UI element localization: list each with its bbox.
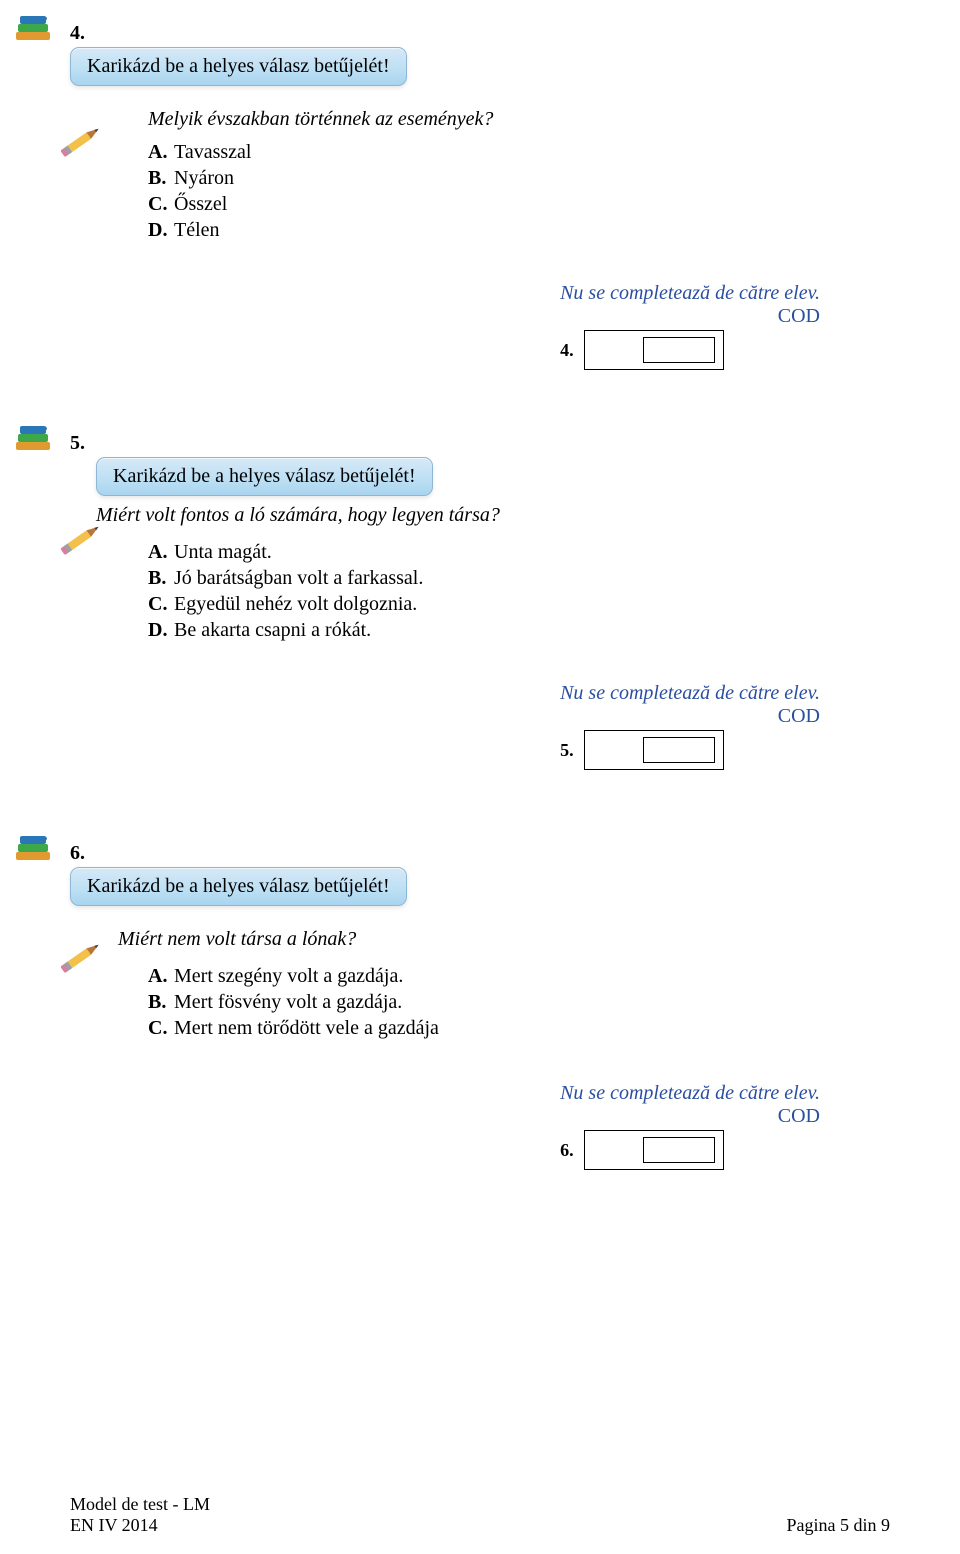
option-letter: B. <box>148 991 174 1014</box>
question-block: 4. Karikázd be a helyes válasz betűjelét… <box>70 22 890 242</box>
cod-box-outer <box>584 730 724 770</box>
cod-number: 4. <box>560 340 574 361</box>
option-text: Mert fösvény volt a gazdája. <box>174 991 402 1013</box>
option[interactable]: C.Ősszel <box>148 193 890 216</box>
option-letter: C. <box>148 593 174 616</box>
option-text: Be akarta csapni a rókát. <box>174 619 371 641</box>
pencil-icon <box>57 937 118 998</box>
option-text: Mert szegény volt a gazdája. <box>174 965 403 987</box>
option-letter: C. <box>148 193 174 216</box>
books-icon <box>10 414 58 462</box>
books-icon <box>10 4 58 52</box>
question-prompt: Miért nem volt társa a lónak? <box>118 928 890 951</box>
question-block: 5. Karikázd be a helyes válasz betűjelét… <box>70 432 890 642</box>
option[interactable]: B.Mert fösvény volt a gazdája. <box>148 991 890 1014</box>
cod-block: Nu se completează de către elev. COD 6. <box>560 1082 820 1170</box>
option-text: Nyáron <box>174 167 234 189</box>
pencil-icon <box>57 121 118 182</box>
question-prompt: Miért volt fontos a ló számára, hogy leg… <box>96 504 890 527</box>
cod-box-outer <box>584 330 724 370</box>
cod-boxes: 6. <box>560 1130 820 1170</box>
cod-note: Nu se completează de către elev. <box>560 282 820 305</box>
option[interactable]: A.Unta magát. <box>148 541 890 564</box>
cod-box-inner <box>643 1137 715 1163</box>
cod-label: COD <box>560 1105 820 1128</box>
option-text: Télen <box>174 219 220 241</box>
footer-left: Model de test - LM EN IV 2014 <box>70 1494 210 1536</box>
options-list: A.Tavasszal B.Nyáron C.Ősszel D.Télen <box>148 141 890 242</box>
footer: Model de test - LM EN IV 2014 Pagina 5 d… <box>70 1494 890 1536</box>
option[interactable]: A.Mert szegény volt a gazdája. <box>148 965 890 988</box>
option[interactable]: D.Télen <box>148 219 890 242</box>
option-text: Egyedül nehéz volt dolgoznia. <box>174 593 417 615</box>
instruction-pill: Karikázd be a helyes válasz betűjelét! <box>70 47 407 86</box>
option-text: Mert nem törődött vele a gazdája <box>174 1017 439 1039</box>
option-letter: D. <box>148 219 174 242</box>
option-text: Tavasszal <box>174 141 251 163</box>
option[interactable]: B.Nyáron <box>148 167 890 190</box>
question-number: 6. <box>70 842 890 865</box>
cod-boxes: 4. <box>560 330 820 370</box>
cod-block: Nu se completează de către elev. COD 4. <box>560 282 820 370</box>
footer-page: Pagina 5 din 9 <box>787 1515 891 1536</box>
question-number: 5. <box>70 432 890 455</box>
cod-number: 6. <box>560 1140 574 1161</box>
footer-line1: Model de test - LM <box>70 1494 210 1515</box>
options-list: A.Mert szegény volt a gazdája. B.Mert fö… <box>148 965 890 1040</box>
books-icon <box>10 824 58 872</box>
option-letter: A. <box>148 141 174 164</box>
option-letter: D. <box>148 619 174 642</box>
option-letter: B. <box>148 567 174 590</box>
cod-block: Nu se completează de către elev. COD 5. <box>560 682 820 770</box>
options-list: A.Unta magát. B.Jó barátságban volt a fa… <box>148 541 890 642</box>
cod-label: COD <box>560 305 820 328</box>
option-text: Unta magát. <box>174 541 272 563</box>
question-block: 6. Karikázd be a helyes válasz betűjelét… <box>70 842 890 1040</box>
option-letter: B. <box>148 167 174 190</box>
option[interactable]: C.Mert nem törődött vele a gazdája <box>148 1017 890 1040</box>
option[interactable]: A.Tavasszal <box>148 141 890 164</box>
cod-note: Nu se completează de către elev. <box>560 682 820 705</box>
instruction-pill: Karikázd be a helyes válasz betűjelét! <box>96 457 433 496</box>
cod-box-outer <box>584 1130 724 1170</box>
question-number: 4. <box>70 22 890 45</box>
page: 4. Karikázd be a helyes válasz betűjelét… <box>0 0 960 1554</box>
option-letter: C. <box>148 1017 174 1040</box>
cod-box-inner <box>643 337 715 363</box>
pencil-icon <box>57 519 118 580</box>
cod-boxes: 5. <box>560 730 820 770</box>
cod-label: COD <box>560 705 820 728</box>
option-text: Jó barátságban volt a farkassal. <box>174 567 423 589</box>
option-letter: A. <box>148 541 174 564</box>
option-text: Ősszel <box>174 193 227 215</box>
footer-line2: EN IV 2014 <box>70 1515 210 1536</box>
option[interactable]: B.Jó barátságban volt a farkassal. <box>148 567 890 590</box>
question-prompt: Melyik évszakban történnek az események? <box>148 108 890 131</box>
option[interactable]: D.Be akarta csapni a rókát. <box>148 619 890 642</box>
cod-note: Nu se completează de către elev. <box>560 1082 820 1105</box>
cod-box-inner <box>643 737 715 763</box>
instruction-pill: Karikázd be a helyes válasz betűjelét! <box>70 867 407 906</box>
option-letter: A. <box>148 965 174 988</box>
cod-number: 5. <box>560 740 574 761</box>
option[interactable]: C.Egyedül nehéz volt dolgoznia. <box>148 593 890 616</box>
